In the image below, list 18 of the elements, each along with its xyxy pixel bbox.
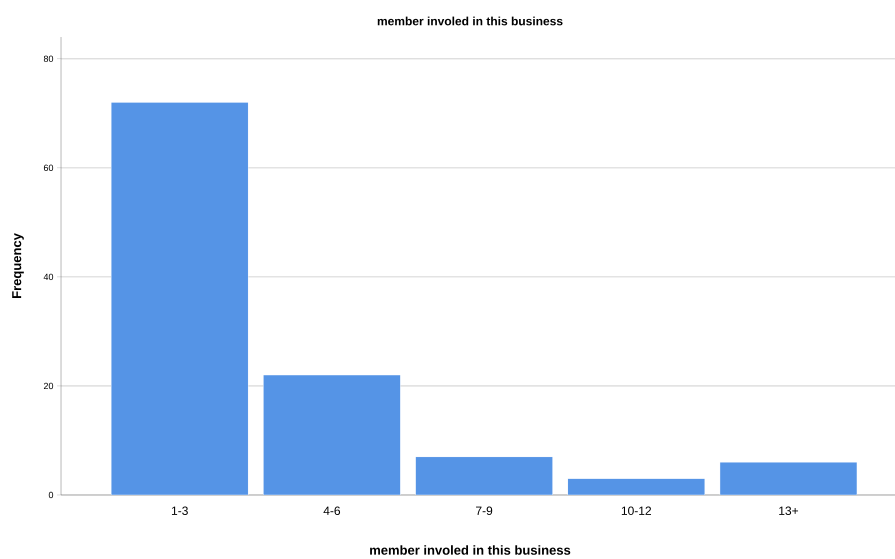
bar <box>415 456 553 495</box>
x-tick-label: 7-9 <box>476 506 492 516</box>
x-tick-label: 4-6 <box>324 506 340 516</box>
x-tick-label: 13+ <box>779 506 798 516</box>
bar <box>568 478 705 495</box>
y-axis-title: Frequency <box>12 233 24 298</box>
bar <box>720 462 858 495</box>
y-tick-label: 40 <box>44 274 54 280</box>
chart-title: member involed in this business <box>378 16 563 26</box>
bar <box>111 102 248 495</box>
bar <box>263 374 401 495</box>
y-tick-label: 60 <box>44 164 54 172</box>
y-tick-label: 20 <box>44 382 54 390</box>
x-axis-title: member involed in this business <box>370 545 570 555</box>
x-tick-label: 10-12 <box>622 506 652 516</box>
y-tick-label: 80 <box>44 56 54 62</box>
x-tick-label: 1-3 <box>172 506 188 516</box>
y-tick-label: 0 <box>48 492 54 498</box>
